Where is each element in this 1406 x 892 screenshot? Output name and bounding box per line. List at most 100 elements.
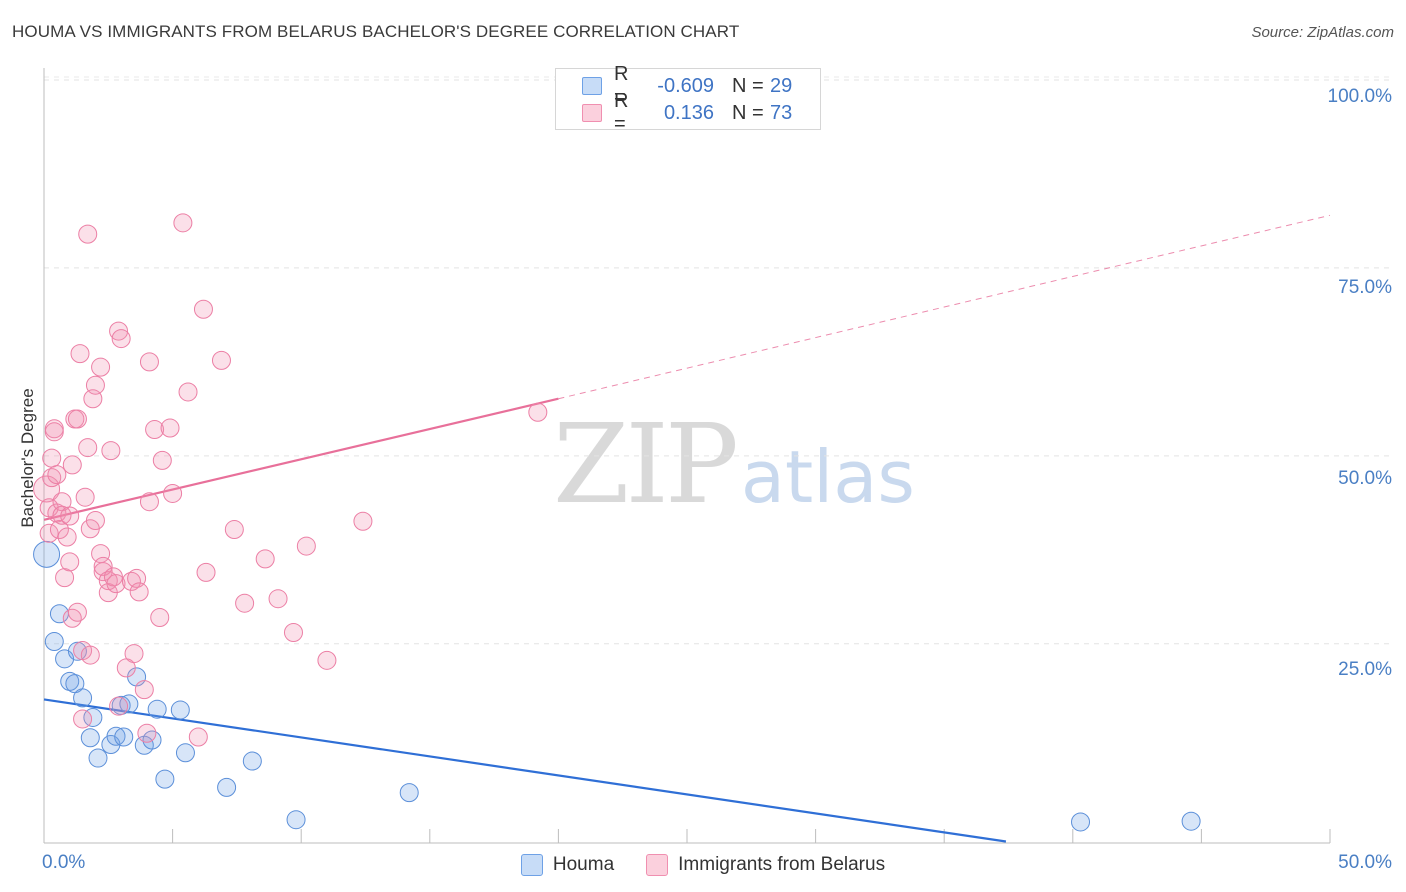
watermark: ZIPatlas: [553, 400, 915, 528]
point-belarus: [163, 483, 183, 503]
legend-swatch-houma: [520, 854, 543, 876]
n-label: N =: [732, 74, 764, 97]
legend-label-belarus: Immigrants from Belarus: [678, 854, 886, 875]
n-value: 29: [770, 74, 793, 97]
point-belarus: [160, 418, 180, 438]
point-houma: [44, 632, 64, 652]
point-belarus: [528, 402, 548, 422]
x-tick-0: 0.0%: [42, 852, 86, 873]
r-label: R =: [614, 63, 629, 108]
point-belarus: [196, 562, 216, 582]
n-label: N =: [732, 101, 764, 124]
point-houma: [175, 743, 195, 763]
point-belarus: [109, 321, 129, 341]
point-belarus: [193, 299, 213, 319]
point-belarus: [111, 329, 131, 349]
point-belarus: [145, 420, 165, 440]
point-belarus: [93, 556, 113, 576]
point-belarus: [85, 511, 105, 531]
point-houma: [1181, 811, 1201, 831]
trend-extension-1: [558, 214, 1331, 400]
point-belarus: [60, 552, 80, 572]
point-belarus: [47, 503, 67, 523]
point-belarus: [129, 582, 149, 602]
point-belarus: [70, 344, 90, 364]
point-belarus: [44, 422, 64, 442]
stats-row-houma: R = -0.609 N = 29: [556, 63, 793, 108]
point-belarus: [235, 593, 255, 613]
watermark-zip: ZIP: [553, 400, 739, 528]
legend-label-houma: Houma: [552, 854, 615, 875]
point-houma: [399, 783, 419, 803]
point-belarus: [296, 536, 316, 556]
point-belarus: [75, 487, 95, 507]
point-belarus: [173, 213, 193, 233]
point-houma: [73, 688, 93, 708]
r-value: 0.136: [663, 101, 714, 124]
point-houma: [33, 540, 61, 568]
point-houma: [286, 810, 306, 830]
legend-swatch-belarus: [646, 854, 669, 876]
point-belarus: [62, 608, 82, 628]
point-belarus: [39, 523, 59, 543]
point-belarus: [224, 520, 244, 540]
point-belarus: [139, 492, 159, 512]
point-belarus: [60, 506, 80, 526]
point-belarus: [188, 727, 208, 747]
n-value: 73: [770, 101, 793, 124]
point-belarus: [211, 350, 231, 370]
source-credit: Source: ZipAtlas.com: [1251, 24, 1394, 41]
stats-row-belarus: R = 0.136 N = 73: [556, 90, 793, 135]
point-belarus: [73, 709, 93, 729]
point-belarus: [78, 224, 98, 244]
y-tick-25: 25.0%: [1338, 659, 1392, 680]
point-belarus: [93, 562, 113, 582]
y-axis-label: Bachelor's Degree: [18, 388, 37, 528]
point-houma: [67, 641, 87, 661]
point-houma: [242, 751, 262, 771]
point-belarus: [317, 650, 337, 670]
point-belarus: [52, 505, 72, 525]
point-belarus: [101, 441, 121, 461]
trend-line-0: [43, 698, 1007, 843]
y-tick-100: 100.0%: [1327, 86, 1392, 107]
data-points: [33, 213, 1201, 832]
point-belarus: [91, 357, 111, 377]
point-houma: [1071, 812, 1091, 832]
point-belarus: [124, 644, 144, 664]
point-belarus: [67, 409, 87, 429]
legend-item-belarus[interactable]: Immigrants from Belarus: [646, 854, 885, 876]
r-value: -0.609: [657, 74, 714, 97]
point-houma: [170, 700, 190, 720]
point-belarus: [283, 623, 303, 643]
point-belarus: [67, 602, 87, 622]
y-tick-75: 75.0%: [1338, 277, 1392, 298]
stats-swatch-houma: [582, 77, 602, 95]
point-belarus: [62, 455, 82, 475]
point-belarus: [152, 450, 172, 470]
watermark-atlas: atlas: [740, 435, 915, 519]
stats-box: R = -0.609 N = 29 R = 0.136 N = 73: [555, 63, 821, 135]
point-belarus: [55, 568, 75, 588]
point-belarus: [47, 465, 67, 485]
point-houma: [60, 671, 80, 691]
point-belarus: [42, 448, 62, 468]
legend-item-houma[interactable]: Houma: [520, 854, 615, 876]
point-houma: [142, 730, 162, 750]
point-belarus: [255, 549, 275, 569]
point-belarus: [109, 696, 129, 716]
point-belarus: [353, 511, 373, 531]
point-belarus: [106, 574, 126, 594]
chart-title: HOUMA VS IMMIGRANTS FROM BELARUS BACHELO…: [12, 22, 740, 41]
legend: Houma Immigrants from Belarus: [0, 852, 1406, 878]
point-belarus: [268, 589, 288, 609]
trend-line-1: [43, 397, 559, 521]
point-houma: [114, 727, 134, 747]
point-belarus: [121, 571, 141, 591]
point-belarus: [139, 352, 159, 372]
point-belarus: [78, 438, 98, 458]
point-belarus: [80, 645, 100, 665]
trend-lines: [43, 214, 1331, 843]
point-belarus: [57, 527, 77, 547]
